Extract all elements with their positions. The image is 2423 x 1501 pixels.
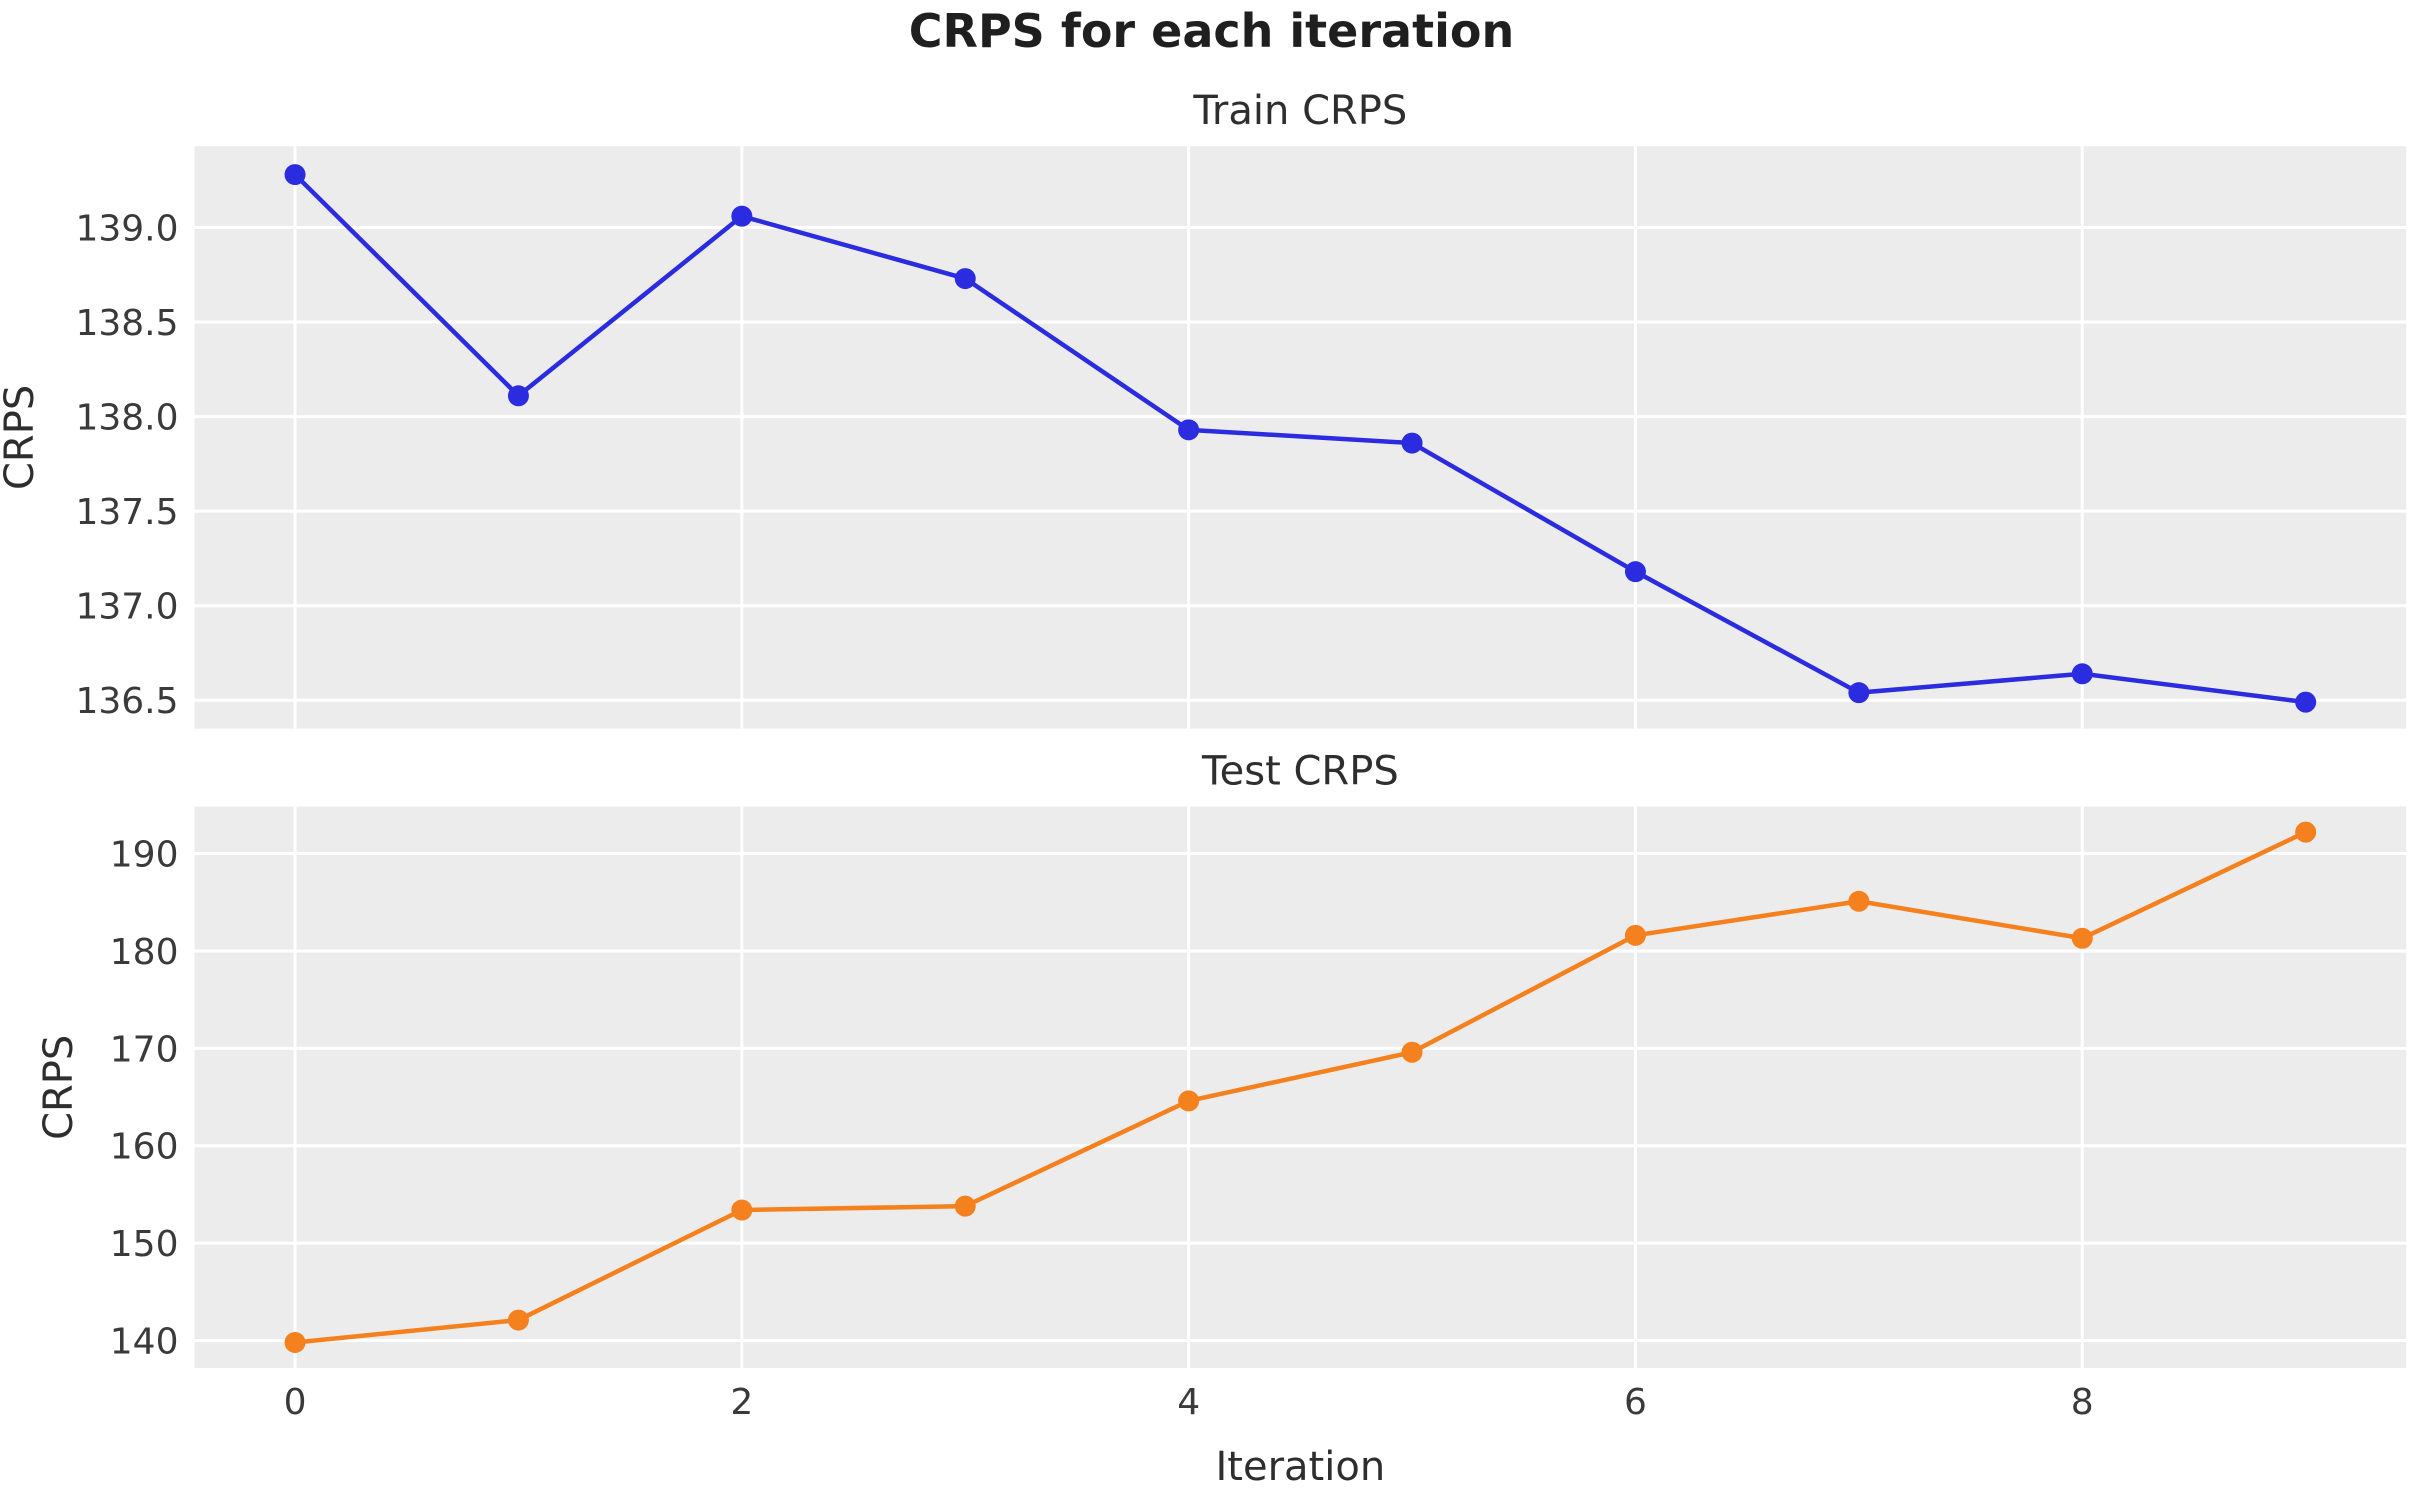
test-plot-area — [194, 806, 2407, 1368]
test-xlabel: Iteration — [1216, 1444, 1386, 1490]
test-point — [2071, 927, 2093, 949]
test-ytick-label: 180 — [110, 932, 179, 973]
train-point — [954, 268, 976, 290]
test-ytick-label: 160 — [110, 1127, 179, 1168]
test-point — [1178, 1090, 1200, 1112]
train-point — [1178, 419, 1200, 441]
test-point — [2295, 821, 2317, 843]
test-ytick-label: 140 — [110, 1322, 179, 1363]
train-ytick-label: 138.5 — [75, 303, 178, 344]
train-ytick-label: 136.5 — [75, 681, 178, 722]
figure-suptitle: CRPS for each iteration — [908, 4, 1515, 58]
train-ytick-label: 138.0 — [75, 398, 178, 439]
train-ytick-label: 139.0 — [75, 209, 178, 250]
test-xtick-label: 0 — [284, 1382, 307, 1423]
test-subplot-title: Test CRPS — [1201, 749, 1399, 795]
test-ytick-label: 170 — [110, 1029, 179, 1070]
test-line — [292, 829, 2308, 1345]
train-ylabel: CRPS — [0, 385, 43, 490]
train-point — [507, 385, 529, 407]
train-subplot-title: Train CRPS — [1192, 88, 1407, 134]
train-point — [1624, 561, 1646, 583]
train-point — [731, 205, 753, 227]
test-point — [1401, 1041, 1423, 1063]
train-ytick-label: 137.5 — [75, 492, 178, 533]
test-point — [731, 1199, 753, 1221]
train-point — [2071, 663, 2093, 685]
train-point — [1401, 432, 1423, 454]
test-ytick-label: 150 — [110, 1224, 179, 1265]
train-point — [284, 164, 306, 186]
test-xtick-label: 2 — [730, 1382, 753, 1423]
train-line — [292, 172, 2308, 705]
test-xtick-label: 8 — [2071, 1382, 2094, 1423]
train-point — [1848, 682, 1870, 704]
test-point — [1624, 924, 1646, 946]
test-point — [954, 1195, 976, 1217]
train-point — [2295, 691, 2317, 713]
test-xtick-label: 4 — [1177, 1382, 1200, 1423]
test-point — [1848, 890, 1870, 912]
test-point — [284, 1331, 306, 1353]
train-ytick-label: 137.0 — [75, 587, 178, 628]
test-point — [507, 1309, 529, 1331]
test-xtick-label: 6 — [1624, 1382, 1647, 1423]
test-ytick-label: 190 — [110, 835, 179, 876]
test-ylabel: CRPS — [36, 1035, 82, 1140]
